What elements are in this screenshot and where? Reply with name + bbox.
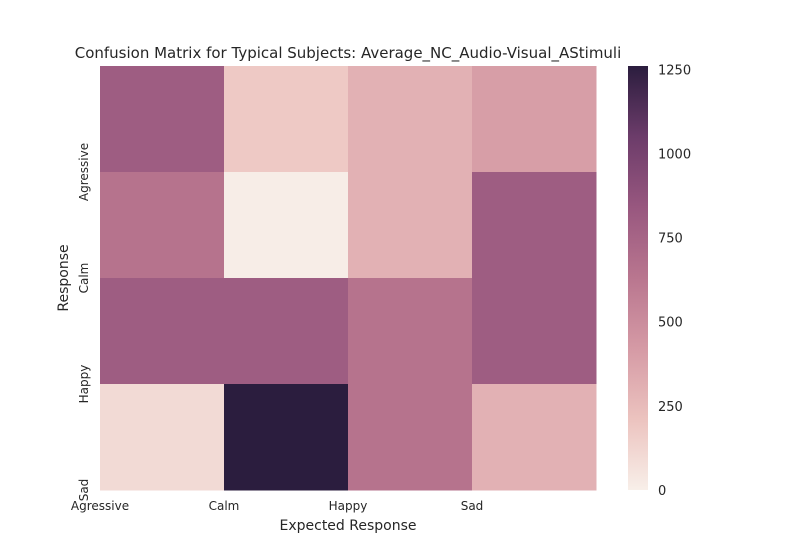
heatmap-cell (100, 172, 225, 279)
x-axis-label: Expected Response (279, 518, 416, 534)
heatmap-cell (348, 172, 473, 279)
x-tick-label: Calm (209, 499, 240, 513)
heatmap-cell (472, 384, 597, 491)
chart-title: Confusion Matrix for Typical Subjects: A… (75, 44, 622, 63)
heatmap-cell (472, 278, 597, 385)
heatmap-cell (100, 384, 225, 491)
colorbar-tick-label: 1000 (658, 147, 691, 162)
heatmap-cells (100, 66, 597, 491)
x-tick-label: Happy (329, 499, 368, 513)
heatmap-cell (348, 384, 473, 491)
heatmap-cell (224, 278, 349, 385)
heatmap-cell (224, 172, 349, 279)
y-tick-labels: Agressive Calm Happy Sad (77, 143, 91, 501)
colorbar-tick-label: 750 (658, 232, 683, 247)
heatmap-cell (100, 66, 225, 173)
heatmap-cell (472, 66, 597, 173)
colorbar-tick-label: 0 (658, 484, 666, 499)
x-tick-label: Sad (461, 499, 484, 513)
colorbar-tick-label: 250 (658, 400, 683, 415)
heatmap-cell (100, 278, 225, 385)
colorbar-tick-label: 1250 (658, 63, 691, 78)
colorbar-tick-label: 500 (658, 316, 683, 331)
x-tick-labels: Agressive Calm Happy Sad (71, 499, 483, 513)
y-tick-label: Sad (77, 479, 91, 502)
heatmap-cell (348, 278, 473, 385)
heatmap-cell (472, 172, 597, 279)
heatmap-cell (224, 66, 349, 173)
y-tick-label: Happy (77, 365, 91, 404)
y-tick-label: Agressive (77, 143, 91, 201)
colorbar-tick-labels: 0 250 500 750 1000 1250 (658, 63, 691, 499)
colorbar (628, 66, 648, 490)
heatmap-cell (224, 384, 349, 491)
heatmap-cell (348, 66, 473, 173)
y-tick-label: Calm (77, 263, 91, 294)
x-tick-label: Agressive (71, 499, 129, 513)
y-axis-label: Response (56, 244, 72, 311)
